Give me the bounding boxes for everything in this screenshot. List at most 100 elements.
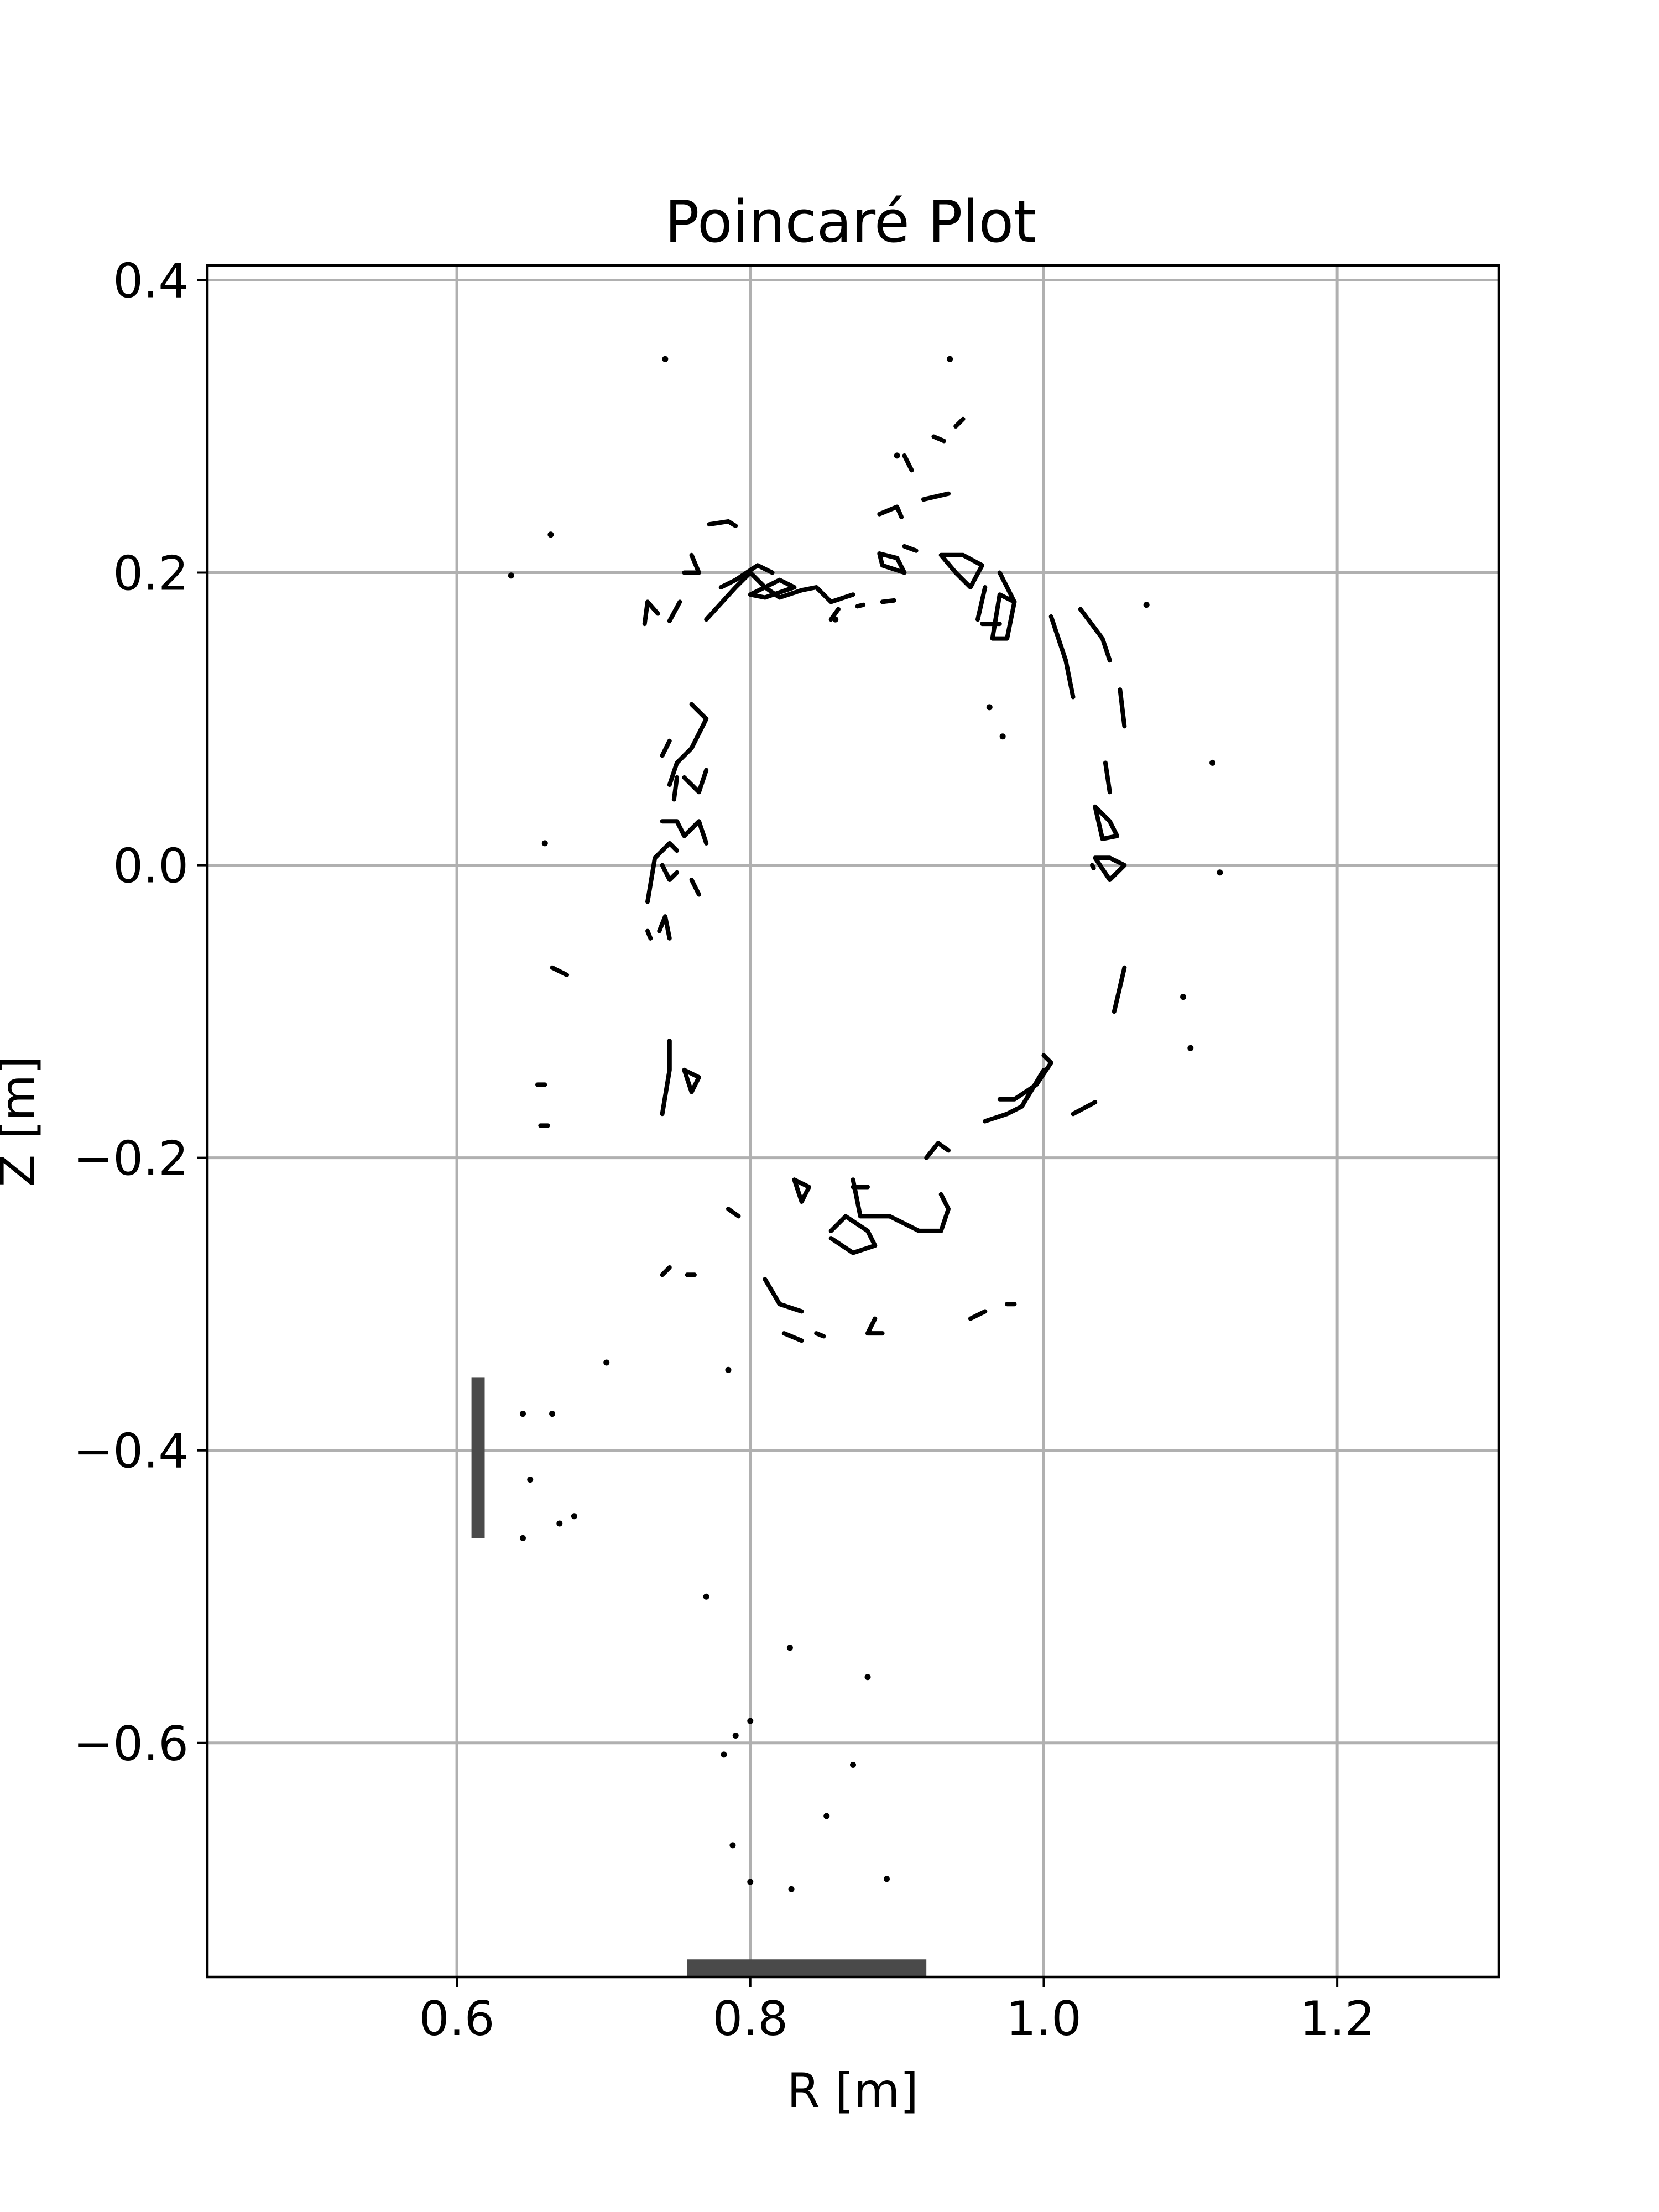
orbit-curve (902, 453, 914, 473)
orbit-curve (931, 434, 946, 444)
x-tick-label: 0.6 (419, 1991, 495, 2047)
x-tick-label: 1.2 (1300, 1991, 1375, 2047)
orbit-point (519, 1535, 526, 1541)
orbit-curve (938, 552, 984, 589)
orbit-curve (828, 1214, 878, 1255)
orbit-point (549, 1411, 556, 1417)
orbit-point (527, 1477, 534, 1483)
orbit-curve (924, 1141, 951, 1160)
orbit-curve (718, 563, 775, 589)
orbit-point (884, 1876, 890, 1882)
orbit-curve (1093, 855, 1127, 882)
orbit-curve (645, 928, 653, 941)
orbit-point (732, 1733, 739, 1739)
x-tick-label: 0.8 (712, 1991, 788, 2047)
orbit-curve (660, 738, 672, 758)
wall-segment (687, 1959, 927, 1977)
orbit-curve (707, 519, 738, 528)
y-tick-label: −0.4 (73, 1424, 189, 1479)
orbit-point (1209, 759, 1216, 766)
orbit-curve (682, 768, 709, 795)
orbit-point (786, 1645, 793, 1651)
orbit-curve (748, 577, 797, 600)
orbit-curve (877, 551, 907, 575)
orbit-point (947, 356, 953, 362)
x-tick-label: 1.0 (1006, 1991, 1082, 2047)
orbit-point (729, 1842, 736, 1849)
orbit-curve (763, 1277, 804, 1314)
orbit-point (986, 704, 993, 711)
walls (471, 1377, 927, 1977)
orbit-point (864, 1674, 871, 1681)
orbit-curve (902, 544, 919, 553)
orbit-points (508, 356, 1223, 1892)
orbit-point (894, 452, 900, 459)
orbit-curve (921, 491, 951, 502)
orbit-curves (535, 416, 1127, 1343)
orbit-curve (997, 570, 1017, 604)
orbit-curve (671, 775, 680, 802)
orbit-curve (657, 914, 672, 941)
orbit-curve (689, 878, 701, 897)
orbit-point (571, 1513, 577, 1520)
orbit-curve (877, 504, 904, 519)
orbit-point (1180, 994, 1187, 1000)
orbit-curve (1118, 687, 1127, 729)
orbit-point (603, 1359, 610, 1366)
orbit-point (747, 1879, 754, 1885)
orbit-curve (855, 602, 866, 609)
orbit-curve (550, 965, 570, 977)
orbit-curve (814, 1331, 826, 1339)
orbit-point (541, 840, 548, 847)
orbit-curve (880, 598, 896, 604)
orbit-point (519, 1411, 526, 1417)
orbit-curve (781, 1331, 804, 1343)
y-tick-label: −0.6 (73, 1717, 189, 1772)
y-tick-label: 0.2 (113, 546, 189, 602)
orbit-point (508, 572, 514, 579)
orbit-point (823, 1813, 830, 1819)
orbit-curve (1048, 614, 1076, 700)
orbit-point (1187, 1045, 1194, 1051)
orbit-curve (865, 1316, 885, 1336)
orbit-curve (726, 1207, 741, 1219)
plot-frame (206, 264, 1500, 1979)
y-tick-label: 0.4 (113, 253, 189, 309)
orbit-point (547, 531, 554, 538)
y-axis-label: Z [m] (0, 1056, 46, 1187)
orbit-point (999, 733, 1006, 740)
orbit-curve (660, 1039, 672, 1117)
orbit-curve (828, 607, 841, 622)
orbit-curve (667, 702, 709, 787)
orbit-curve (667, 599, 682, 623)
orbit-point (850, 1761, 856, 1768)
orbit-curve (851, 1177, 951, 1233)
orbit-curve (792, 1177, 811, 1204)
orbit-curve (645, 841, 680, 904)
orbit-curve (642, 599, 660, 627)
orbit-curve (660, 1265, 672, 1277)
orbit-curve (990, 592, 1017, 641)
orbit-curve (660, 819, 709, 846)
orbit-curve (975, 585, 988, 622)
orbit-curve (1103, 760, 1112, 795)
orbit-curve (1093, 804, 1120, 841)
orbit-point (703, 1593, 709, 1600)
orbit-curve (1071, 1100, 1098, 1117)
chart-title: Poincaré Plot (665, 188, 1036, 255)
orbit-point (721, 1751, 727, 1758)
orbit-point (556, 1520, 563, 1527)
axis-ticks: 0.6 0.8 1.0 1.2 0.4 0.2 0.0 −0.2 −0.4 −0.6 (73, 253, 1375, 2047)
grid (207, 265, 1499, 1977)
y-tick-label: −0.2 (73, 1131, 189, 1187)
x-axis-label: R [m] (787, 2063, 919, 2119)
orbit-curve (1090, 863, 1096, 870)
wall-segment (471, 1377, 485, 1538)
orbit-curve (1112, 965, 1127, 1014)
orbit-point (832, 616, 839, 623)
orbit-point (788, 1886, 795, 1892)
orbit-curve (682, 1067, 701, 1094)
orbit-point (1143, 602, 1150, 608)
orbit-point (1217, 869, 1223, 876)
orbit-curve (704, 570, 855, 622)
